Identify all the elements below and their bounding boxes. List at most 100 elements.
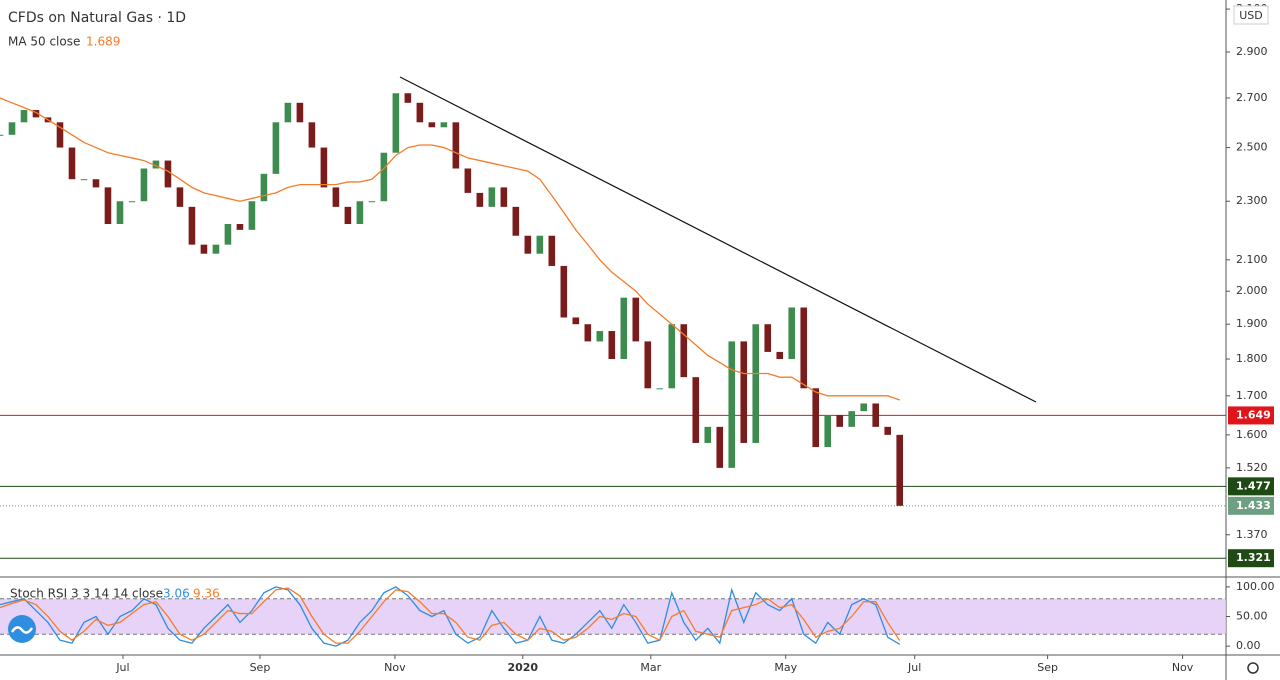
candle-body (776, 351, 784, 360)
candle-body (800, 307, 808, 389)
candle-body (272, 122, 280, 174)
candle-body (224, 224, 232, 245)
candle-body (848, 411, 856, 427)
stoch-d-value: 9.36 (193, 587, 220, 601)
candle-body (608, 331, 616, 360)
candle-body (392, 93, 400, 153)
candle-body (476, 192, 484, 207)
candle-body (764, 324, 772, 352)
candle-body (308, 122, 316, 148)
y-tick-label: 2.000 (1236, 284, 1268, 297)
candle-body (704, 426, 712, 443)
candle-body (296, 102, 304, 123)
price-label-box (1228, 496, 1274, 515)
y-tick-label: 1.600 (1236, 428, 1268, 441)
candle-body (260, 173, 268, 202)
candle-body (788, 307, 796, 360)
y-tick-label: 2.300 (1236, 194, 1268, 207)
candle-body (68, 147, 76, 180)
stoch-y-tick-label: 50.00 (1236, 610, 1268, 623)
candle-body (164, 160, 172, 188)
stoch-y-tick-label: 0.00 (1236, 639, 1261, 652)
x-tick-label: Nov (384, 661, 406, 674)
settings-icon[interactable] (1247, 662, 1259, 674)
candle-body (368, 201, 376, 203)
candle-body (440, 122, 448, 128)
candle-body (428, 122, 436, 128)
candle-body (692, 377, 700, 443)
x-tick-label: Nov (1172, 661, 1194, 674)
price-label: 1.433 (1236, 499, 1271, 512)
y-tick-label: 1.900 (1236, 317, 1268, 330)
stoch-title: Stoch RSI 3 3 14 14 close (10, 587, 163, 601)
y-tick-label: 1.700 (1236, 389, 1268, 402)
candle-body (152, 160, 160, 169)
candle-body (860, 403, 868, 412)
trend-line[interactable] (399, 76, 1037, 403)
candle-body (188, 206, 196, 245)
y-tick-label: 2.700 (1236, 91, 1268, 104)
candle-body (236, 224, 244, 230)
candle-body (0, 134, 4, 136)
candle-body (512, 206, 520, 236)
y-tick-label: 1.370 (1236, 528, 1268, 541)
candle-body (416, 102, 424, 123)
candle-body (548, 235, 556, 266)
x-tick-label: Sep (250, 661, 271, 674)
candle-body (380, 152, 388, 202)
candle-body (632, 297, 640, 342)
candle-body (464, 168, 472, 193)
currency-box[interactable] (1233, 5, 1269, 25)
candle-body (584, 324, 592, 342)
candle-body (128, 201, 136, 203)
candle-body (716, 426, 724, 468)
stoch-k-value: 3.06 (163, 587, 190, 601)
candle-body (20, 110, 28, 123)
candle-body (320, 147, 328, 188)
candle-body (524, 235, 532, 254)
x-tick-label: Mar (640, 661, 661, 674)
candle-body (332, 187, 340, 207)
candle-body (356, 201, 364, 225)
candle-body (812, 388, 820, 448)
candle-body (140, 168, 148, 202)
candle-body (872, 403, 880, 427)
currency: USD (1239, 9, 1263, 22)
x-tick-label: 2020 (507, 661, 538, 674)
candle-body (896, 434, 904, 506)
price-label-box (1228, 549, 1274, 568)
price-label: 1.649 (1236, 408, 1271, 421)
candle-body (728, 341, 736, 468)
candle-body (752, 324, 760, 443)
candle-body (572, 317, 580, 325)
candle-body (740, 341, 748, 443)
candle-body (500, 187, 508, 207)
candle-body (56, 122, 64, 148)
candle-body (92, 179, 100, 188)
stoch-y-tick-label: 100.00 (1236, 580, 1275, 593)
candle-body (32, 110, 40, 118)
stoch-line (0, 587, 901, 644)
logo-icon (10, 626, 34, 634)
x-tick-label: Jul (115, 661, 129, 674)
candle-body (560, 265, 568, 318)
candle-body (176, 187, 184, 207)
ma-value: 1.689 (86, 35, 120, 49)
candle-body (668, 324, 676, 389)
y-tick-label: 1.800 (1236, 352, 1268, 365)
candle-body (620, 297, 628, 360)
price-label: 1.477 (1236, 479, 1271, 492)
y-tick-label: 2.900 (1236, 45, 1268, 58)
candle-body (248, 201, 256, 230)
candle-body (884, 426, 892, 435)
price-label-box (1228, 406, 1274, 425)
candle-body (116, 201, 124, 225)
stoch-band (0, 598, 1226, 635)
candle-body (8, 122, 16, 135)
candle-body (596, 331, 604, 342)
candle-body (656, 388, 664, 390)
candle-body (488, 187, 496, 207)
candle-body (404, 93, 412, 103)
